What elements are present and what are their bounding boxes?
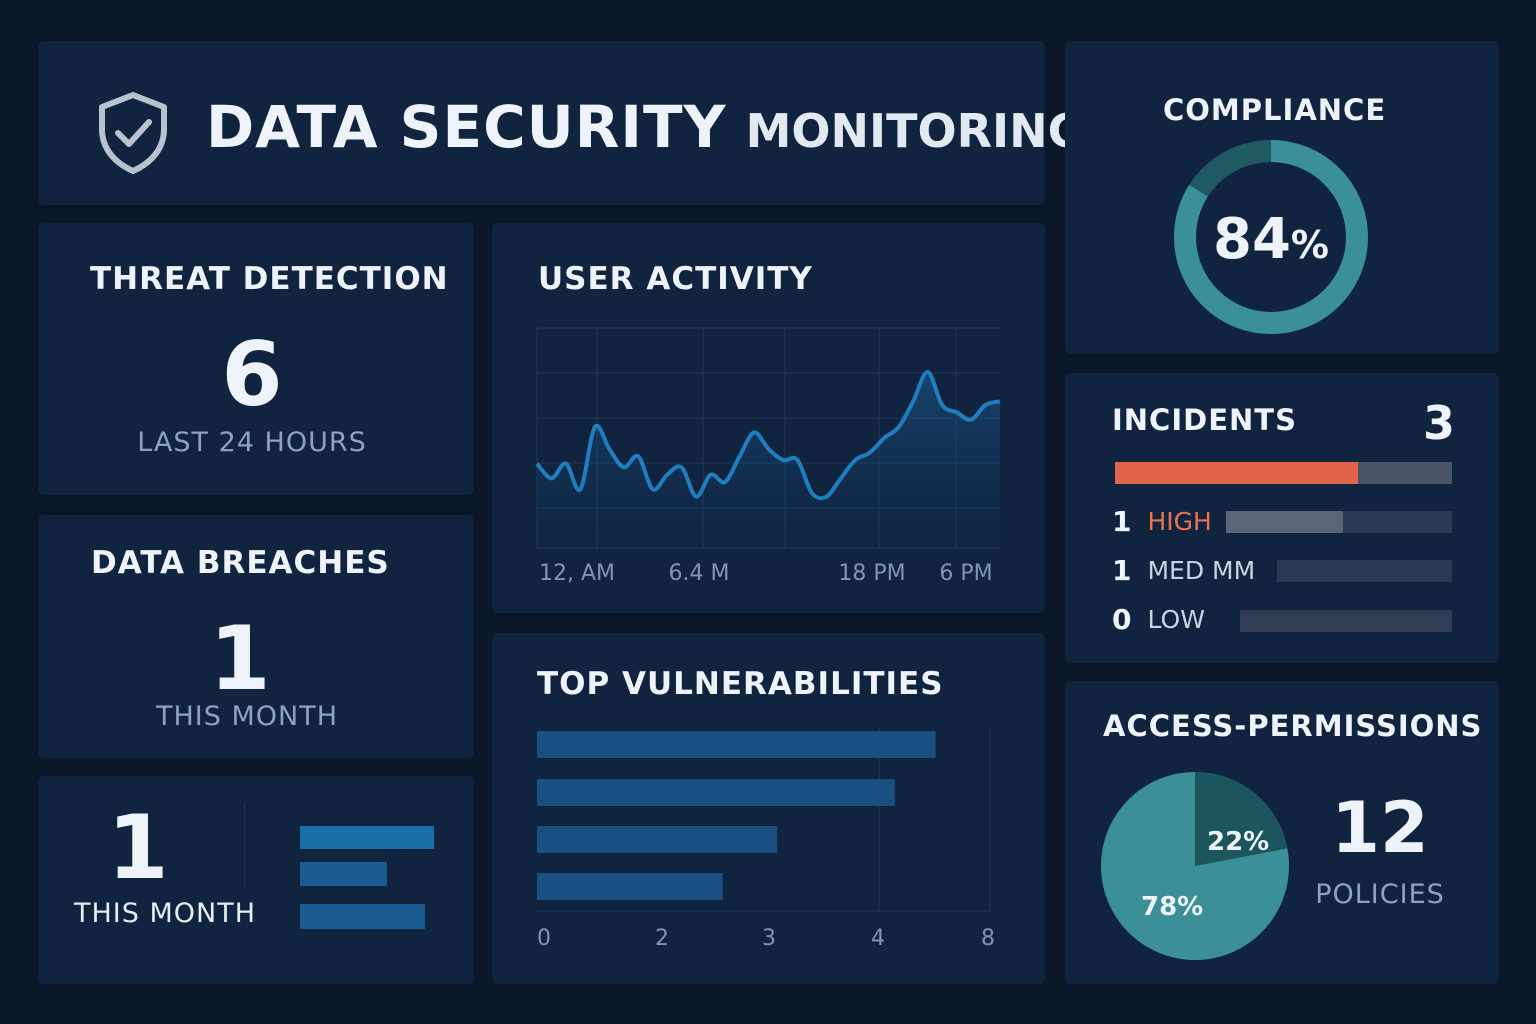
incident-med-count: 1 [1112,554,1132,587]
incidents-total: 3 [1422,396,1455,450]
incident-row-med: 1 MED MM [1112,554,1255,587]
compliance-unit: % [1290,223,1329,267]
page-title: DATA SECURITY MONITORING [206,93,1085,161]
activity-x-tick: 18 PM [838,561,905,586]
policies-count: 12 [1331,787,1429,869]
incident-row-high: 1 HIGH [1112,505,1212,538]
activity-line [535,370,1001,501]
compliance-card: COMPLIANCE 84% [1065,41,1499,354]
access-permissions-title: ACCESS-PERMISSIONS [1103,709,1483,743]
top-vulnerabilities-chart: 0 2 3 4 8 [537,728,995,951]
monthly-summary-value: 1 [107,796,169,899]
incident-med-label: MED MM [1147,556,1256,585]
shield-check-icon [99,92,167,174]
compliance-value: 84% [1171,207,1371,272]
summary-bar [300,862,387,886]
activity-x-tick: 6 PM [939,561,992,586]
vulnerability-x-tick: 2 [655,926,669,951]
incidents-title: INCIDENTS [1112,403,1297,437]
vulnerability-x-tick: 8 [981,926,995,951]
vulnerability-bar [537,731,936,758]
monthly-summary-caption: THIS MONTH [74,898,257,929]
threat-detection-caption: LAST 24 HOURS [137,427,367,458]
access-permissions-pie [1101,772,1289,960]
vulnerability-x-tick: 0 [537,926,551,951]
compliance-title: COMPLIANCE [1163,93,1387,127]
vulnerability-x-tick: 3 [762,926,776,951]
user-activity-card: USER ACTIVITY 12, AM 6.4 M 18 PM 6 PM [492,223,1045,613]
user-activity-chart: 12, AM 6.4 M 18 PM 6 PM [535,327,1001,586]
pie-label-b: 78% [1141,892,1204,922]
summary-bar [300,826,434,849]
compliance-number: 84 [1212,207,1291,272]
vulnerability-bar [537,779,895,806]
page-title-bold: DATA SECURITY [206,93,727,161]
threat-detection-value: 6 [221,323,283,426]
incident-row-low: 0 LOW [1112,603,1205,636]
policies-label: POLICIES [1315,879,1445,910]
header-card: DATA SECURITY MONITORING [38,41,1085,205]
user-activity-title: USER ACTIVITY [538,261,813,297]
top-vulnerabilities-title: TOP VULNERABILITIES [537,666,944,702]
incident-high-fill [1226,511,1343,533]
monthly-summary-card: 1 THIS MONTH [38,776,474,984]
page-title-rest: MONITORING [745,104,1086,158]
summary-bar [300,904,425,929]
summary-divider [244,802,245,888]
activity-x-tick: 12, AM [539,561,615,586]
pie-slice-a [1195,772,1288,866]
access-permissions-card: ACCESS-PERMISSIONS 22% 78% 12 POLICIES [1065,681,1499,984]
top-vulnerabilities-card: TOP VULNERABILITIES 0 2 3 4 8 [492,633,1045,984]
pie-label-a: 22% [1207,827,1270,857]
activity-x-tick: 6.4 M [669,561,730,586]
incident-low-track [1240,610,1452,632]
data-breaches-title: DATA BREACHES [91,545,390,581]
data-breaches-value: 1 [209,607,271,710]
incident-high-count: 1 [1112,505,1132,538]
incident-med-track [1277,560,1452,582]
incident-high-label: HIGH [1147,507,1212,536]
incident-low-label: LOW [1147,605,1205,634]
incident-low-count: 0 [1112,603,1132,636]
threat-detection-card: THREAT DETECTION 6 LAST 24 HOURS [38,223,474,495]
data-breaches-card: DATA BREACHES 1 THIS MONTH [38,515,474,758]
incidents-bar-fill [1115,462,1358,484]
threat-detection-title: THREAT DETECTION [90,261,449,297]
data-breaches-caption: THIS MONTH [155,701,339,732]
compliance-arc [1174,140,1368,334]
vulnerability-bar [537,873,723,900]
compliance-donut [1174,140,1368,334]
vulnerability-bar [537,826,778,853]
vulnerability-x-tick: 4 [871,926,885,951]
activity-area [537,371,1000,548]
